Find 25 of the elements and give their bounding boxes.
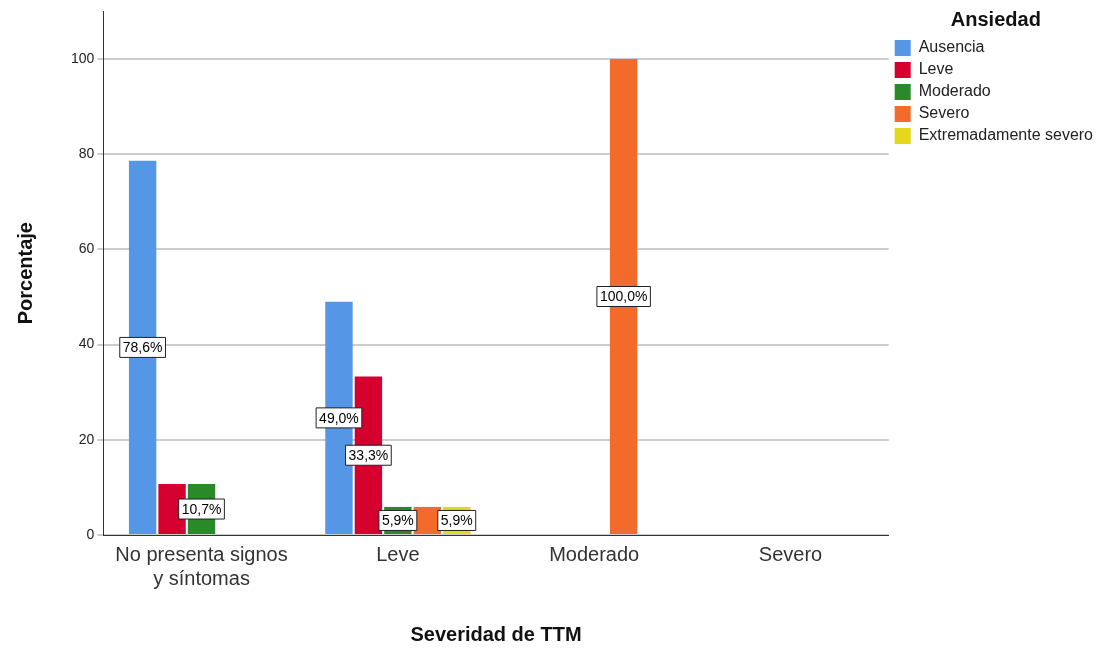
data-label: 49,0% — [319, 409, 359, 426]
legend-label: Leve — [918, 60, 954, 78]
y-axis-title: Porcentaje — [13, 222, 36, 325]
y-tick-label: 80 — [78, 145, 95, 162]
x-tick-label: Severo — [758, 542, 823, 565]
data-label: 10,7% — [181, 500, 222, 517]
x-tick-label: No presenta signos y síntomas — [115, 542, 288, 589]
legend-label: Ausencia — [918, 38, 985, 56]
x-tick-label: Moderado — [549, 542, 640, 565]
data-label: 5,9% — [440, 512, 473, 529]
x-axis-title: Severidad de TTM — [410, 622, 582, 645]
y-tick-label: 40 — [78, 335, 95, 352]
legend-title: Ansiedad — [950, 7, 1041, 30]
data-label: 100,0% — [599, 288, 648, 305]
y-tick-label: 60 — [78, 240, 95, 257]
data-label: 5,9% — [381, 512, 414, 529]
legend-label: Severo — [918, 104, 970, 122]
data-label: 78,6% — [122, 339, 163, 356]
y-tick-label: 100 — [71, 49, 95, 66]
data-label: 33,3% — [348, 447, 389, 464]
y-tick-label: 0 — [86, 525, 95, 542]
legend-label: Moderado — [918, 82, 991, 100]
x-tick-label: Leve — [376, 542, 420, 565]
legend-label: Extremadamente severo — [918, 126, 1094, 144]
y-tick-label: 20 — [78, 430, 95, 447]
